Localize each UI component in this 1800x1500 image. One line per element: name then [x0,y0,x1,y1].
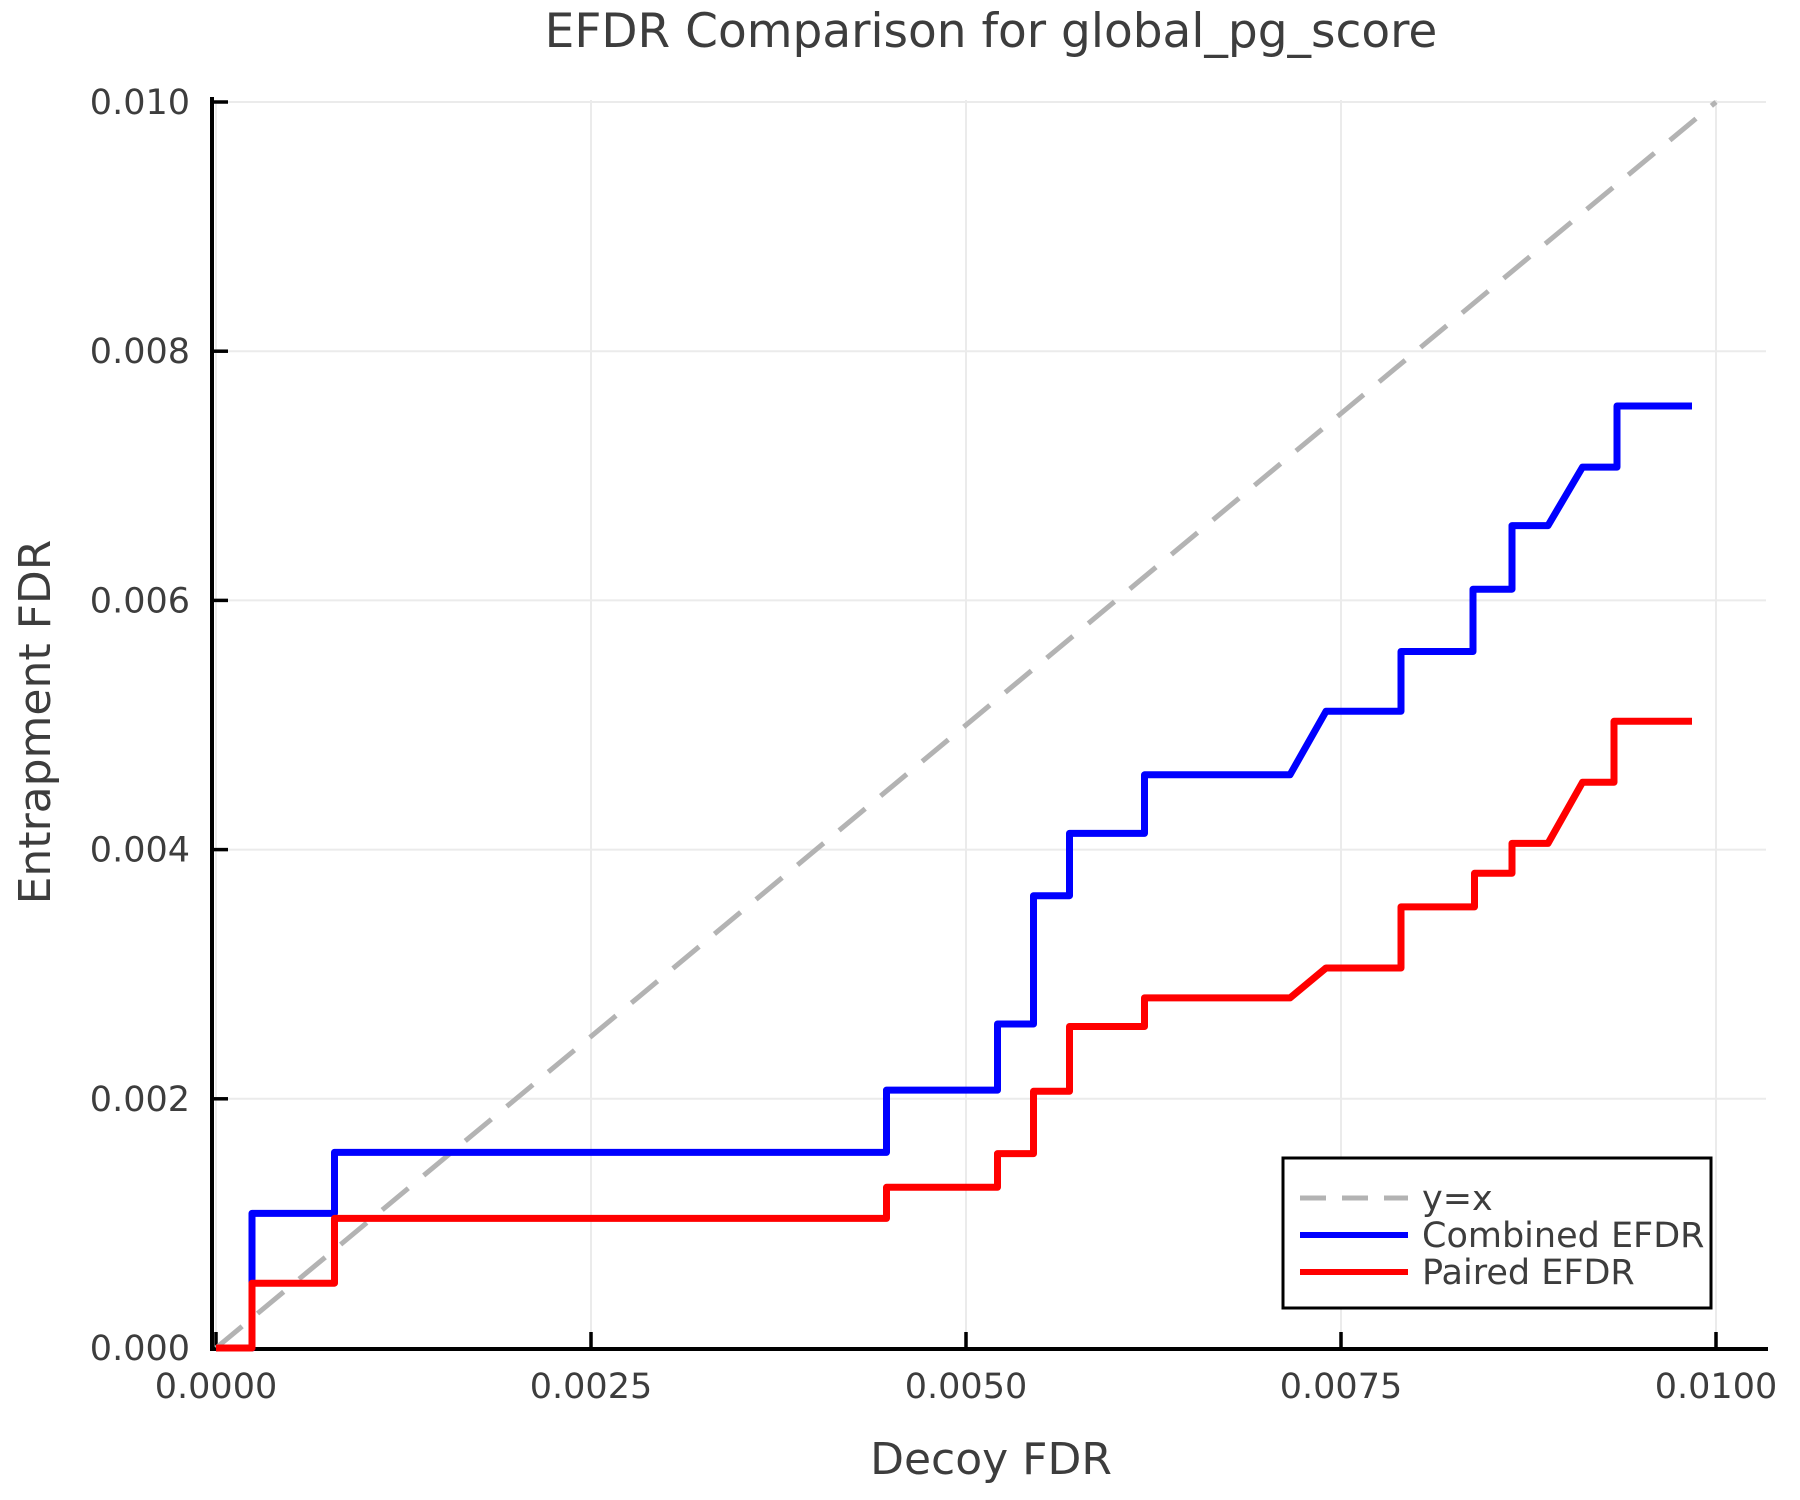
y-x-line [214,100,1718,1350]
combined-efdr-line [216,402,1692,1352]
x-tick-label: 0.0100 [1655,1367,1777,1407]
x-tick-label: 0.0075 [1280,1367,1402,1407]
y-axis-label: Entrapment FDR [10,540,61,905]
x-axis-label: Decoy FDR [870,1434,1112,1485]
axis-ticks [213,100,1718,1350]
y-tick-label: 0.004 [90,831,190,871]
legend-label: Combined EFDR [1422,1216,1704,1256]
x-tick-label: 0.0050 [905,1367,1027,1407]
legend-label: y=x [1422,1179,1493,1219]
y-tick-label: 0.008 [90,332,190,372]
y-tick-label: 0.010 [90,83,190,123]
axes-spines [210,97,1768,1351]
y-tick-label: 0.006 [90,581,190,621]
legend-label: Paired EFDR [1422,1253,1635,1293]
axis-tick-labels: 0.0000 0.0025 0.0050 0.0075 0.0100 0.000 0.002… [90,83,1777,1407]
y-tick-label: 0.002 [90,1080,190,1120]
y-tick-label: 0.000 [90,1329,190,1369]
data-series-layer [214,100,1718,1352]
paired-efdr-line [216,717,1692,1352]
x-tick-label: 0.0025 [530,1367,652,1407]
chart-title: EFDR Comparison for global_pg_score [545,4,1438,59]
x-tick-label: 0.0000 [155,1367,277,1407]
